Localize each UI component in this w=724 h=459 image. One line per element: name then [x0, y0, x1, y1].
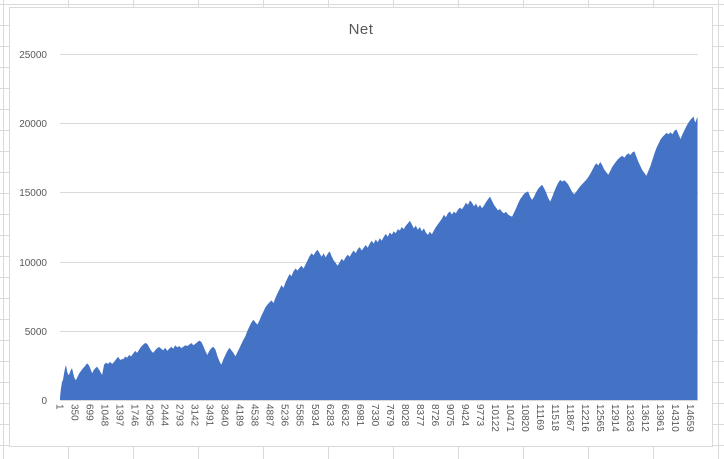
x-axis-tick-label: 3491 [204, 404, 215, 427]
x-axis-tick-label: 9424 [459, 404, 470, 427]
x-axis-tick-label: 2095 [144, 404, 155, 427]
x-axis-tick-label: 7330 [369, 404, 380, 427]
chart-title: Net [348, 21, 374, 38]
y-axis-tick-label: 0 [41, 396, 47, 407]
y-axis-tick-label: 25000 [19, 50, 47, 61]
x-axis-tick-label: 6283 [324, 404, 335, 427]
x-axis-tick-label: 12565 [594, 404, 605, 432]
y-axis-tick-label: 15000 [19, 188, 47, 199]
x-axis-tick-label: 350 [69, 404, 80, 421]
x-axis-tick-label: 7679 [384, 404, 395, 427]
x-axis-tick-label: 699 [84, 404, 95, 421]
x-axis-tick-label: 14659 [684, 404, 695, 432]
x-axis-tick-label: 9773 [474, 404, 485, 427]
chart-object[interactable]: Net 0 5000 10000 15000 20000 25000 1 350 699 1048… [9, 7, 713, 447]
x-axis-tick-label: 1 [54, 404, 65, 410]
area-series [60, 116, 698, 401]
x-axis-tick-label: 1048 [99, 404, 110, 427]
x-axis-tick-label: 14310 [669, 404, 680, 432]
x-axis-tick-label: 9075 [444, 404, 455, 427]
x-axis-tick-label: 11169 [534, 404, 545, 431]
x-axis-tick-label: 8377 [414, 404, 425, 427]
x-axis-tick-label: 12216 [579, 404, 590, 432]
x-axis-tick-label: 4887 [264, 404, 275, 427]
x-axis-tick-label: 10122 [489, 404, 500, 432]
x-axis-tick-label: 13961 [654, 404, 665, 432]
x-axis-tick-label: 11867 [564, 404, 575, 432]
x-axis-tick-label: 5236 [279, 404, 290, 427]
y-axis-tick-label: 5000 [25, 327, 48, 338]
y-axis-tick-label: 20000 [19, 119, 47, 130]
x-axis-tick-label: 13263 [624, 404, 635, 432]
x-axis-tick-label: 5934 [309, 404, 320, 427]
y-axis-tick-label: 10000 [19, 258, 47, 269]
x-axis-tick-label: 10820 [519, 404, 530, 432]
x-axis-tick-label: 5585 [294, 404, 305, 427]
x-axis-tick-label: 3840 [219, 404, 230, 427]
x-axis-tick-label: 6981 [354, 404, 365, 427]
x-axis-tick-label: 4189 [234, 404, 245, 427]
x-axis-tick-label: 10471 [504, 404, 515, 432]
x-axis-tick-label: 4538 [249, 404, 260, 427]
x-axis-tick-label: 8028 [399, 404, 410, 427]
plot-area: 0 5000 10000 15000 20000 25000 1 350 699 1048 1397… [19, 50, 698, 432]
x-axis-tick-label: 12914 [609, 404, 620, 432]
x-axis-tick-label: 1746 [129, 404, 140, 427]
x-axis-tick-label: 2793 [174, 404, 185, 427]
x-axis-tick-label: 13612 [639, 404, 650, 432]
x-axis-tick-label: 3142 [189, 404, 200, 427]
x-axis-tick-label: 6632 [339, 404, 350, 427]
x-axis-tick-label: 11518 [549, 404, 560, 432]
x-axis-tick-label: 1397 [114, 404, 125, 427]
x-axis-tick-label: 2444 [159, 404, 170, 427]
x-axis-tick-label: 8726 [429, 404, 440, 427]
